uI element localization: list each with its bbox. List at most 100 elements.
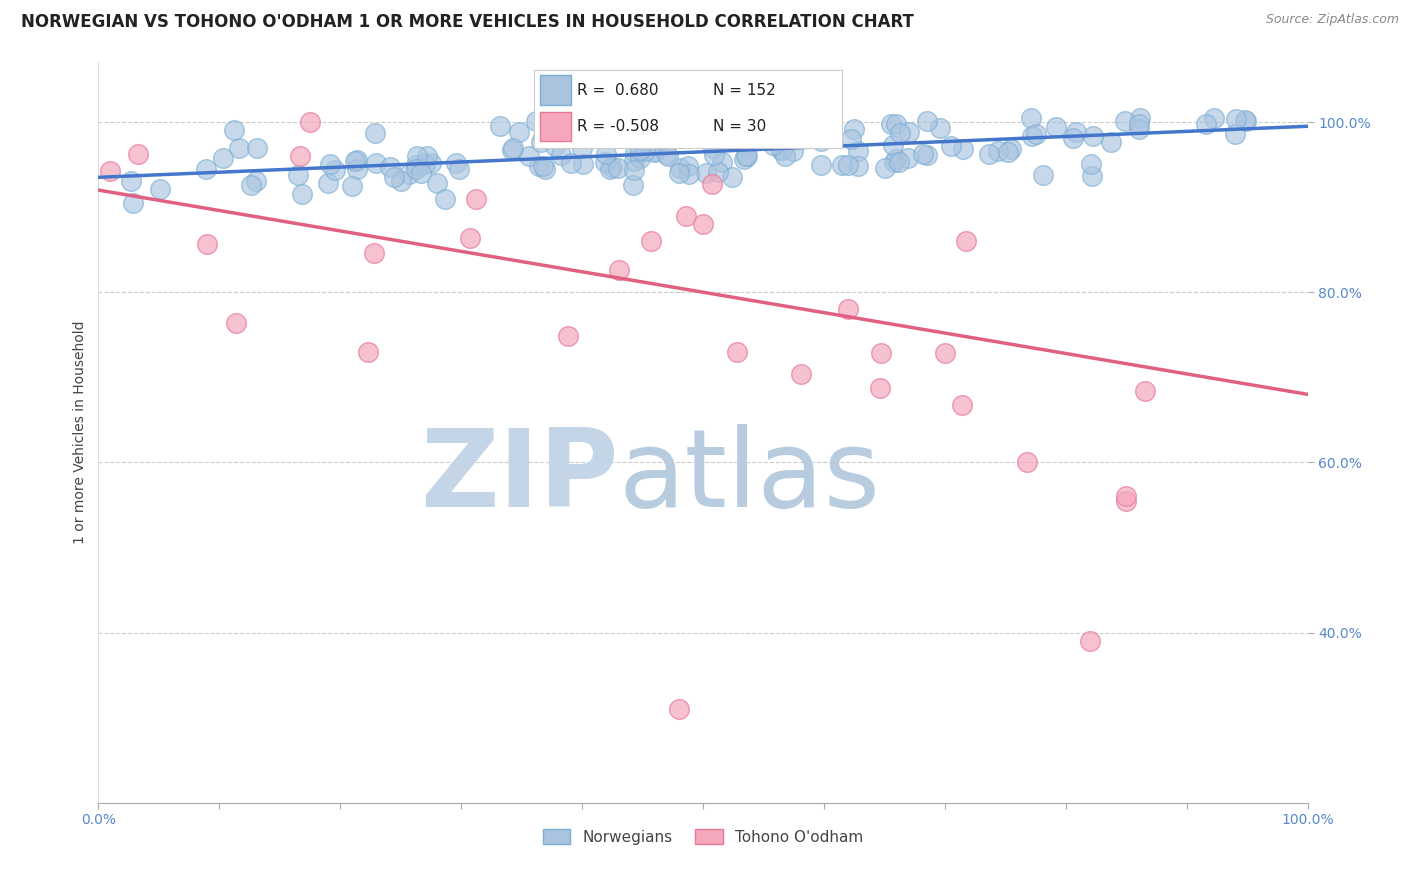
Point [1045, 120, 1067, 135]
Point [633, 114, 655, 128]
Point [869, 381, 891, 395]
Point [621, 178, 644, 192]
Point [897, 125, 920, 139]
Point [655, 146, 678, 161]
Point [733, 153, 755, 167]
Point [398, 167, 420, 181]
Point [831, 158, 853, 172]
Point [640, 234, 662, 248]
Point [323, 163, 346, 178]
Point [734, 139, 756, 153]
Point [762, 138, 785, 153]
Point [789, 128, 811, 143]
Text: Source: ZipAtlas.com: Source: ZipAtlas.com [1265, 13, 1399, 27]
Point [364, 155, 387, 169]
Point [560, 155, 582, 169]
Point [803, 120, 825, 135]
Point [1032, 169, 1054, 183]
Point [1129, 111, 1152, 125]
Point [623, 154, 645, 169]
Point [1115, 490, 1137, 504]
Point [316, 176, 339, 190]
Point [433, 193, 456, 207]
Point [955, 235, 977, 249]
Point [846, 159, 869, 173]
Point [837, 158, 859, 172]
Point [979, 147, 1001, 161]
Point [382, 169, 405, 184]
Point [406, 149, 429, 163]
Point [870, 346, 893, 360]
Point [517, 149, 540, 163]
Point [780, 117, 803, 131]
Point [557, 329, 579, 343]
Legend: Norwegians, Tohono O'odham: Norwegians, Tohono O'odham [537, 822, 869, 851]
Point [212, 151, 235, 165]
Point [1019, 111, 1042, 125]
Point [425, 177, 447, 191]
Point [725, 344, 748, 359]
Point [121, 196, 143, 211]
Point [1021, 128, 1043, 143]
Point [409, 165, 432, 179]
Y-axis label: 1 or more Vehicles in Household: 1 or more Vehicles in Household [73, 321, 87, 544]
Point [524, 113, 547, 128]
Point [880, 117, 903, 131]
Point [1115, 493, 1137, 508]
Point [529, 159, 551, 173]
Point [657, 149, 679, 163]
Point [735, 149, 758, 163]
Point [700, 177, 723, 191]
Point [782, 144, 804, 158]
Point [378, 160, 401, 174]
Point [458, 231, 481, 245]
Point [737, 149, 759, 163]
Point [420, 155, 443, 169]
Point [915, 148, 938, 162]
Point [607, 263, 630, 277]
Point [287, 169, 309, 183]
Point [120, 174, 142, 188]
Point [1078, 634, 1101, 648]
Point [662, 126, 685, 140]
Point [720, 170, 742, 185]
Point [623, 146, 645, 161]
Point [1133, 384, 1156, 399]
Point [644, 145, 666, 159]
Point [599, 162, 621, 177]
Point [405, 158, 427, 172]
Point [600, 160, 623, 174]
Point [1128, 122, 1150, 136]
Point [884, 117, 907, 131]
Point [628, 143, 651, 157]
Point [239, 178, 262, 192]
Point [676, 159, 699, 173]
Point [1062, 130, 1084, 145]
Point [875, 161, 897, 175]
Point [779, 116, 801, 130]
Point [531, 159, 554, 173]
Point [288, 149, 311, 163]
Point [319, 156, 342, 170]
Point [623, 163, 645, 178]
Point [299, 115, 322, 129]
Point [1015, 455, 1038, 469]
Point [246, 141, 269, 155]
Point [346, 153, 368, 168]
Point [357, 345, 380, 359]
Point [224, 123, 246, 137]
Point [194, 162, 217, 177]
Point [195, 237, 218, 252]
Point [449, 161, 471, 176]
Point [710, 154, 733, 169]
Point [790, 368, 813, 382]
Point [889, 126, 911, 140]
Point [685, 123, 707, 137]
Point [952, 142, 974, 156]
Point [595, 147, 617, 161]
Point [1195, 117, 1218, 131]
Point [571, 141, 593, 155]
Point [413, 157, 436, 171]
Point [752, 125, 775, 139]
Point [1128, 116, 1150, 130]
